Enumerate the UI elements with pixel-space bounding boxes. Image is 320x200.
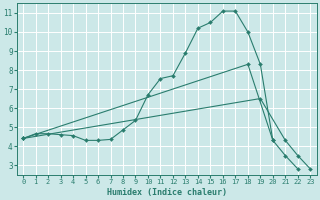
X-axis label: Humidex (Indice chaleur): Humidex (Indice chaleur)	[107, 188, 227, 197]
